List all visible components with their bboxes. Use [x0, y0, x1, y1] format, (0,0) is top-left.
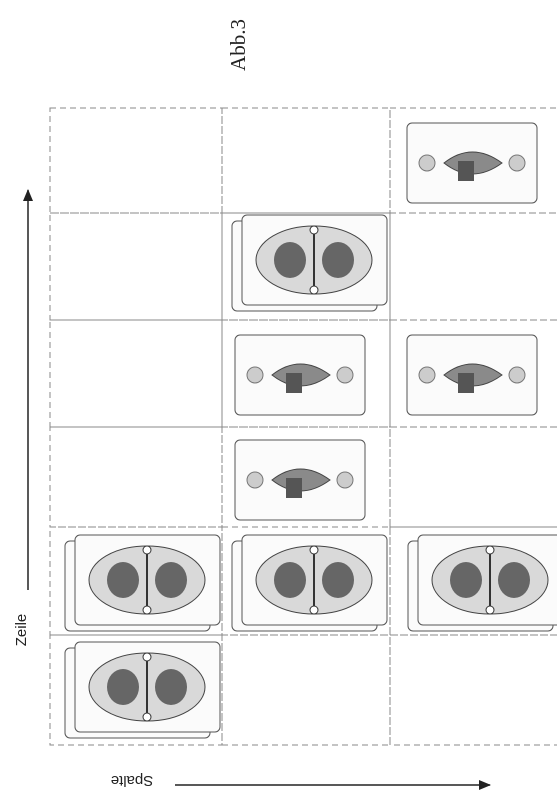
- card-pip: [247, 472, 263, 488]
- card-figure: [498, 562, 530, 598]
- card-mark: [486, 546, 494, 554]
- card-figure: [286, 478, 302, 498]
- card-figure: [450, 562, 482, 598]
- page: {"caption": "Abb.3", "axes": {"row_label…: [0, 0, 557, 802]
- card-pip: [419, 367, 435, 383]
- double-card: [232, 215, 387, 311]
- card-mark: [143, 653, 151, 661]
- figure: Abb.3 Zeile Spalte: [0, 0, 557, 802]
- card-pip: [419, 155, 435, 171]
- tree-card: [407, 335, 537, 415]
- caption: Abb.3: [226, 19, 250, 71]
- card-figure: [322, 562, 354, 598]
- card-figure: [107, 562, 139, 598]
- card-figure: [274, 562, 306, 598]
- row-label: Zeile: [13, 614, 30, 647]
- card-pip: [509, 155, 525, 171]
- card-pip: [337, 472, 353, 488]
- card-mark: [310, 546, 318, 554]
- card-figure: [155, 562, 187, 598]
- card-mark: [310, 226, 318, 234]
- double-card: [65, 642, 220, 738]
- card-mark: [310, 286, 318, 294]
- card-mark: [143, 606, 151, 614]
- card-figure: [286, 373, 302, 393]
- card-pip: [247, 367, 263, 383]
- tree-card: [407, 123, 537, 203]
- card-figure: [155, 669, 187, 705]
- double-card: [65, 535, 220, 631]
- card-mark: [486, 606, 494, 614]
- card-figure: [107, 669, 139, 705]
- column-label: Spalte: [111, 772, 154, 789]
- tree-card: [235, 335, 365, 415]
- card-figure: [322, 242, 354, 278]
- double-card: [232, 535, 387, 631]
- card-mark: [143, 546, 151, 554]
- card-pip: [509, 367, 525, 383]
- card-mark: [310, 606, 318, 614]
- card-figure: [458, 373, 474, 393]
- double-card: [408, 535, 557, 631]
- card-figure: [274, 242, 306, 278]
- tree-card: [235, 440, 365, 520]
- card-mark: [143, 713, 151, 721]
- card-pip: [337, 367, 353, 383]
- card-figure: [458, 161, 474, 181]
